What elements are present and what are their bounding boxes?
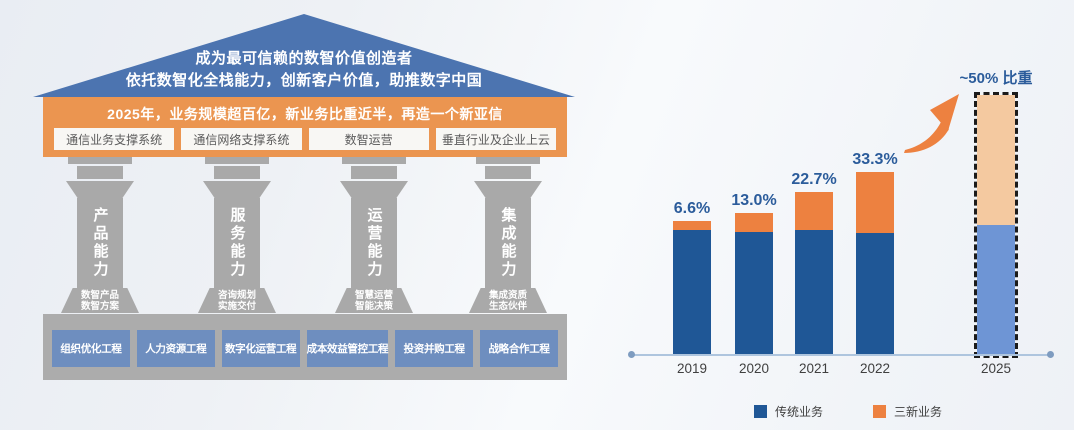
pillar-base-line: 数智产品 (80, 290, 119, 301)
program-box: 成本效益管控工程 (306, 330, 389, 367)
legend-item-new: 三新业务 (873, 403, 942, 420)
pillar-base-caption: 数智产品 数智方案 (61, 288, 139, 313)
goal-banner-title: 2025年，业务规模超百亿，新业务比重近半，再造一个新亚信 (107, 106, 503, 122)
bar-percent-label: ~50% 比重 (959, 70, 1033, 87)
bar-percent-label: 33.3% (852, 151, 898, 168)
program-box: 人力资源工程 (136, 330, 215, 367)
pillar-shaft: 集成能力 (485, 198, 531, 288)
legend-item-traditional: 传统业务 (754, 403, 823, 420)
pillar-base-line: 咨询规划 (217, 290, 256, 301)
year-label: 2021 (798, 361, 830, 376)
temple-roof: 成为最可信赖的数智价值创造者 依托数智化全栈能力，创新客户价值，助推数字中国 (33, 14, 575, 97)
pillar-capital (203, 181, 271, 198)
pillar-slab (351, 166, 397, 179)
foundation-platform: 组织优化工程 人力资源工程 数字化运营工程 成本效益管控工程 投资并购工程 战略… (43, 314, 567, 380)
bar-percent-label: 13.0% (731, 192, 777, 209)
pillar-base-caption: 智慧运营 智能决策 (335, 288, 413, 313)
pillar-name: 产品能力 (91, 207, 109, 279)
pillar-shaft: 产品能力 (77, 198, 123, 288)
pillar-base-line: 智慧运营 (354, 290, 393, 301)
new-business-segment (673, 221, 711, 230)
pillar-name: 集成能力 (499, 207, 517, 279)
business-segment: 通信网络支撑系统 (181, 128, 302, 150)
traditional-business-segment (795, 230, 833, 355)
stacked-bar-2021: 22.7% (791, 171, 837, 355)
program-box: 投资并购工程 (395, 330, 474, 367)
pillar-shaft: 运营能力 (351, 198, 397, 288)
pillar-base-line: 智能决策 (354, 301, 393, 312)
new-business-segment (735, 213, 773, 232)
stacked-bar-2019: 6.6% (673, 200, 711, 355)
bar-percent-label: 6.6% (673, 200, 711, 217)
pillar-base-line: 集成资质 (488, 290, 527, 301)
axis-endpoint-dot-right (1047, 351, 1054, 358)
pillar-capital (474, 181, 542, 198)
pillar-slab (476, 157, 540, 164)
pillar-integration-capability: 集成能力 集成资质 生态伙伴 (468, 157, 548, 313)
business-segment: 数智运营 (308, 128, 429, 150)
legend-swatch-traditional (754, 405, 767, 418)
pillar-slab (68, 157, 132, 164)
pillar-base-caption: 集成资质 生态伙伴 (469, 288, 547, 313)
new-business-segment (977, 95, 1015, 225)
stacked-bar-2020: 13.0% (731, 192, 777, 355)
stacked-bar-2022: 33.3% (852, 151, 898, 355)
pillar-capital (66, 181, 134, 198)
year-label: 2025 (980, 361, 1012, 376)
pillar-shaft: 服务能力 (214, 198, 260, 288)
year-label: 2022 (859, 361, 891, 376)
axis-endpoint-dot-left (628, 351, 635, 358)
year-label: 2020 (738, 361, 770, 376)
pillar-slab (485, 166, 531, 179)
pillar-slab (205, 157, 269, 164)
pillar-base-line: 实施交付 (217, 301, 256, 312)
legend-swatch-new (873, 405, 887, 418)
legend-label: 传统业务 (775, 405, 824, 419)
program-box: 数字化运营工程 (221, 330, 300, 367)
pillar-service-capability: 服务能力 咨询规划 实施交付 (197, 157, 277, 313)
growth-arrow-icon (904, 94, 959, 153)
chart-legend: 传统业务 三新业务 (754, 403, 942, 420)
program-box: 组织优化工程 (52, 330, 130, 367)
pillar-operation-capability: 运营能力 智慧运营 智能决策 (334, 157, 414, 313)
pillar-base-line: 数智方案 (80, 301, 119, 312)
business-segment: 通信业务支撑系统 (54, 128, 175, 150)
traditional-business-segment (735, 232, 773, 355)
pillar-product-capability: 产品能力 数智产品 数智方案 (60, 157, 140, 313)
vision-subtitle: 依托数智化全栈能力，创新客户价值，助推数字中国 (125, 72, 483, 89)
traditional-business-segment (856, 233, 894, 355)
projected-bar-2025: ~50% 比重 (960, 70, 1032, 358)
bar-percent-label: 22.7% (791, 171, 837, 188)
year-label: 2019 (676, 361, 708, 376)
pillar-base-caption: 咨询规划 实施交付 (198, 288, 276, 313)
pillar-name: 运营能力 (365, 207, 383, 279)
vision-title: 成为最可信赖的数智价值创造者 (195, 50, 413, 67)
program-box: 战略合作工程 (480, 330, 558, 367)
pillar-slab (77, 166, 123, 179)
new-business-segment (795, 192, 833, 230)
pillar-slab (342, 157, 406, 164)
pillar-slab (214, 166, 260, 179)
legend-label: 三新业务 (894, 405, 943, 419)
pillar-base-line: 生态伙伴 (488, 301, 527, 312)
x-axis-line (632, 354, 1052, 356)
goal-banner: 2025年，业务规模超百亿，新业务比重近半，再造一个新亚信 通信业务支撑系统 通… (43, 97, 567, 157)
business-segment: 垂直行业及企业上云 (435, 128, 556, 150)
business-segment-row: 通信业务支撑系统 通信网络支撑系统 数智运营 垂直行业及企业上云 (54, 128, 556, 150)
pillar-capital (340, 181, 408, 198)
pillar-name: 服务能力 (228, 207, 246, 279)
traditional-business-segment (673, 230, 711, 355)
traditional-business-segment (977, 225, 1015, 355)
new-business-segment (856, 172, 894, 233)
